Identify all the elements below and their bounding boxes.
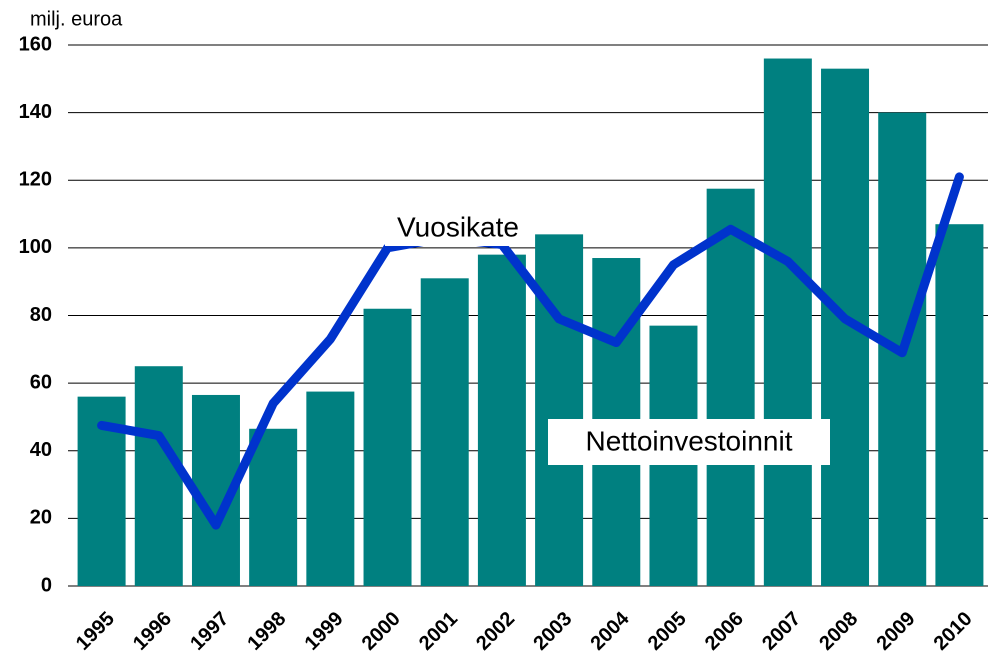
x-tick-label: 2007 — [758, 608, 805, 655]
y-tick-label: 120 — [19, 169, 52, 191]
bar — [935, 224, 984, 587]
y-tick-label: 160 — [19, 33, 52, 55]
bar — [363, 308, 412, 586]
x-tick-label: 2001 — [415, 608, 462, 655]
x-tick-label: 2000 — [358, 608, 405, 655]
x-tick-label: 2010 — [930, 608, 977, 655]
x-tick-label: 2008 — [815, 608, 862, 655]
y-tick-label: 20 — [30, 507, 52, 529]
y-tick-label: 0 — [41, 574, 52, 596]
y-tick-label: 40 — [30, 439, 52, 461]
y-tick-label: 140 — [19, 101, 52, 123]
series-annotation: Nettoinvestoinnit — [585, 425, 792, 456]
x-tick-label: 1999 — [301, 608, 348, 655]
bar — [477, 254, 526, 586]
annotation-box — [548, 419, 830, 465]
bar — [134, 366, 183, 586]
bar — [306, 391, 355, 586]
x-tick-label: 1995 — [72, 608, 119, 655]
x-tick-label: 2002 — [472, 608, 519, 655]
x-tick-label: 2005 — [644, 608, 691, 655]
y-tick-label: 80 — [30, 304, 52, 326]
x-tick-label: 2009 — [872, 608, 919, 655]
x-tick-label: 2003 — [529, 608, 576, 655]
series-annotation: Vuosikate — [397, 211, 519, 242]
y-tick-label: 60 — [30, 371, 52, 393]
bar — [249, 428, 298, 586]
x-tick-label: 2004 — [587, 607, 635, 655]
annotation-box — [385, 210, 531, 246]
x-tick-label: 1998 — [243, 608, 290, 655]
y-tick-label: 100 — [19, 236, 52, 258]
y-axis-label: milj. euroa — [30, 8, 123, 30]
bar — [706, 188, 755, 586]
x-tick-label: 1996 — [129, 608, 176, 655]
x-tick-label: 2006 — [701, 608, 748, 655]
bar — [535, 234, 584, 586]
line — [97, 172, 964, 530]
bar — [763, 58, 812, 586]
bar — [420, 278, 469, 586]
x-tick-label: 1997 — [186, 608, 233, 655]
